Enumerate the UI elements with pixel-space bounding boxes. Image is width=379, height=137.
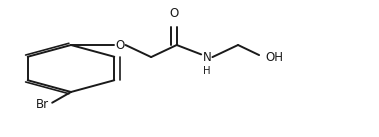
- Text: OH: OH: [266, 51, 283, 64]
- Text: N: N: [202, 51, 211, 64]
- Text: O: O: [115, 38, 125, 52]
- Text: O: O: [169, 7, 179, 19]
- Text: H: H: [203, 65, 211, 75]
- Text: Br: Br: [36, 98, 49, 111]
